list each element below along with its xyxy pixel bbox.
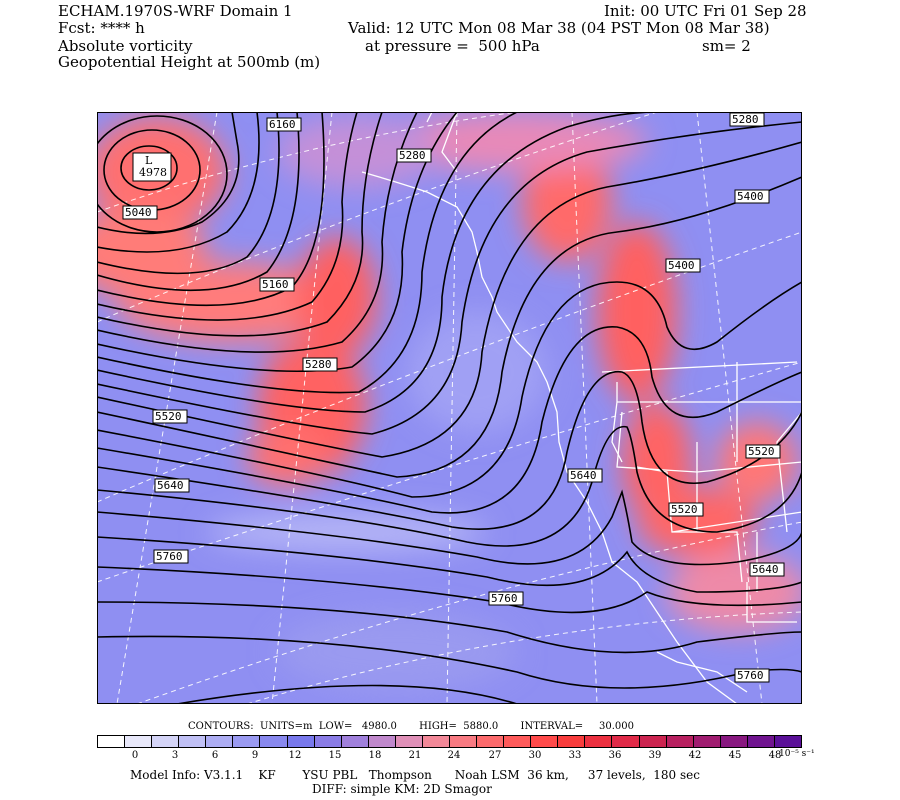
contour-label: 5520 [152, 409, 188, 424]
contour-label: 5760 [734, 668, 770, 683]
field-title-contour: Geopotential Height at 500mb (m) [58, 53, 321, 71]
contour-label: 5640 [749, 562, 785, 577]
coastlines [361, 112, 802, 704]
contour-label: 5760 [153, 549, 189, 564]
contour-label: 5280 [396, 148, 432, 163]
contour-label: 5520 [668, 502, 704, 517]
colorbar-label: 33 [568, 750, 582, 761]
colorbar-cell [125, 736, 153, 747]
colorbar-label: 18 [368, 750, 382, 761]
svg-text:5280: 5280 [305, 358, 332, 371]
contour-labels: 6160 5280 5040 5160 5280 5520 5640 5760 5280 5400… [122, 112, 785, 683]
colorbar-label: 15 [328, 750, 342, 761]
colorbar-label: 3 [171, 750, 179, 761]
forecast-hour: Fcst: **** h [58, 19, 145, 37]
init-time: Init: 00 UTC Fri 01 Sep 28 [604, 2, 807, 20]
colorbar-cell [585, 736, 613, 747]
colorbar-cell [260, 736, 288, 747]
svg-text:5160: 5160 [262, 278, 289, 291]
diff-info: DIFF: simple KM: 2D Smagor [312, 782, 492, 796]
contour-label: 5520 [745, 444, 781, 459]
colorbar-cell [693, 736, 721, 747]
colorbar-label: 24 [447, 750, 461, 761]
svg-text:5760: 5760 [737, 669, 764, 682]
colorbar-label: 30 [528, 750, 542, 761]
colorbar-label: 21 [408, 750, 422, 761]
colorbar-label: 12 [288, 750, 302, 761]
colorbar-cell [368, 736, 396, 747]
colorbar-cell [720, 736, 748, 747]
contour-label: 5760 [488, 591, 524, 606]
colorbar-unit: 10⁻⁵ s⁻¹ [779, 749, 815, 759]
low-marker: L 4978 [132, 152, 172, 182]
svg-text:5520: 5520 [671, 503, 698, 516]
smoothing: sm= 2 [702, 37, 751, 55]
svg-text:5520: 5520 [748, 445, 775, 458]
svg-text:6160: 6160 [269, 118, 296, 131]
colorbar-cell [612, 736, 640, 747]
colorbar-cell [422, 736, 451, 747]
svg-text:5040: 5040 [125, 206, 152, 219]
colorbar-cell [206, 736, 234, 747]
colorbar-label: 45 [728, 750, 742, 761]
colorbar-cell [666, 736, 694, 747]
colorbar-cell [747, 736, 775, 747]
colorbar-label: 0 [131, 750, 139, 761]
svg-text:5520: 5520 [155, 410, 182, 423]
colorbar-cell [287, 736, 315, 747]
colorbar-label: 36 [608, 750, 622, 761]
colorbar-cell [179, 736, 207, 747]
svg-text:5400: 5400 [668, 259, 695, 272]
colorbar-cell [341, 736, 369, 747]
contour-label: 5400 [665, 258, 701, 273]
svg-text:5640: 5640 [752, 563, 779, 576]
field-title-shaded: Absolute vorticity [58, 37, 193, 55]
colorbar-labels: 0 3 6 9 12 15 18 21 24 27 30 33 36 39 42 45 48 [97, 750, 802, 762]
svg-text:5640: 5640 [157, 479, 184, 492]
vorticity-height-map: 6160 5280 5040 5160 5280 5520 5640 5760 5280 5400… [97, 112, 802, 704]
model-title: ECHAM.1970S-WRF Domain 1 [58, 2, 293, 20]
colorbar-label: 42 [688, 750, 702, 761]
svg-text:5400: 5400 [737, 190, 764, 203]
colorbar-cell [233, 736, 261, 747]
contour-label: 5640 [154, 478, 190, 493]
model-info: Model Info: V3.1.1 KF YSU PBL Thompson N… [130, 768, 700, 782]
colorbar-cell [477, 736, 505, 747]
low-value: 4978 [139, 166, 167, 179]
colorbar-cell [531, 736, 559, 747]
svg-text:5280: 5280 [732, 113, 759, 126]
colorbar-cell [639, 736, 667, 747]
svg-text:5760: 5760 [491, 592, 518, 605]
colorbar-cell [450, 736, 478, 747]
contour-label: 5400 [734, 189, 770, 204]
contour-info: CONTOURS: UNITS=m LOW= 4980.0 HIGH= 5880… [188, 721, 635, 732]
low-letter: L [145, 154, 153, 167]
contour-label: 6160 [266, 117, 302, 132]
contour-label: 5040 [122, 205, 158, 220]
colorbar-label: 9 [251, 750, 259, 761]
colorbar-label: 6 [211, 750, 219, 761]
colorbar-label: 39 [648, 750, 662, 761]
valid-time: Valid: 12 UTC Mon 08 Mar 38 (04 PST Mon … [348, 19, 770, 37]
colorbar-label: 27 [488, 750, 502, 761]
colorbar-cell [395, 736, 423, 747]
pressure-level: at pressure = 500 hPa [365, 37, 540, 55]
contour-label: 5160 [259, 277, 295, 292]
low-ring [120, 145, 178, 191]
contour-label: 5280 [729, 112, 765, 127]
colorbar-cell [504, 736, 532, 747]
colorbar-cell [314, 736, 342, 747]
contour-label: 5280 [302, 357, 338, 372]
colorbar-cell [98, 736, 126, 747]
contour-label: 5640 [567, 468, 603, 483]
svg-text:5760: 5760 [156, 550, 183, 563]
colorbar-cell [774, 736, 802, 747]
svg-text:5640: 5640 [570, 469, 597, 482]
colorbar [97, 735, 802, 748]
height-contours [97, 112, 802, 704]
colorbar-cell [152, 736, 180, 747]
svg-text:5280: 5280 [399, 149, 426, 162]
colorbar-cell [558, 736, 586, 747]
colorbar-label: 48 [768, 750, 782, 761]
